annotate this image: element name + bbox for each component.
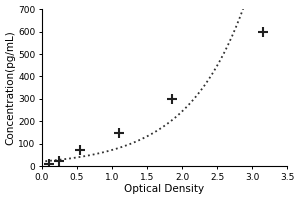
- X-axis label: Optical Density: Optical Density: [124, 184, 205, 194]
- Y-axis label: Concentration(pg/mL): Concentration(pg/mL): [6, 30, 16, 145]
